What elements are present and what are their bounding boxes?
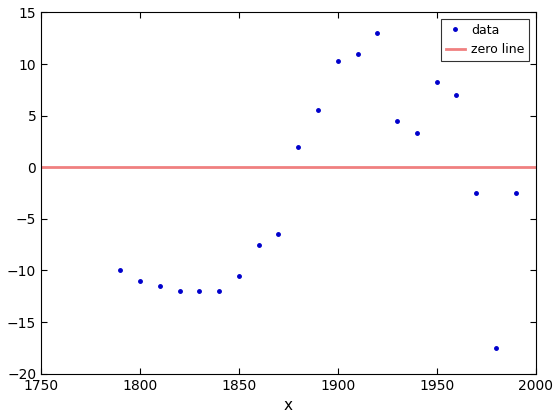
data (374, 31, 381, 36)
data (413, 131, 420, 136)
data (156, 284, 163, 289)
data (334, 58, 341, 63)
data (137, 278, 143, 283)
data (473, 191, 479, 196)
data (493, 345, 500, 350)
data (255, 242, 262, 247)
data (354, 51, 361, 56)
data (453, 92, 460, 97)
data (315, 108, 321, 113)
data (394, 118, 400, 123)
Legend: data, zero line: data, zero line (441, 19, 529, 61)
data (117, 268, 124, 273)
data (216, 289, 222, 294)
data (275, 232, 282, 237)
data (236, 273, 242, 278)
data (176, 289, 183, 294)
data (295, 144, 301, 149)
X-axis label: x: x (284, 398, 293, 413)
data (196, 289, 203, 294)
Line: data: data (116, 30, 519, 351)
data (512, 191, 519, 196)
data (433, 79, 440, 84)
